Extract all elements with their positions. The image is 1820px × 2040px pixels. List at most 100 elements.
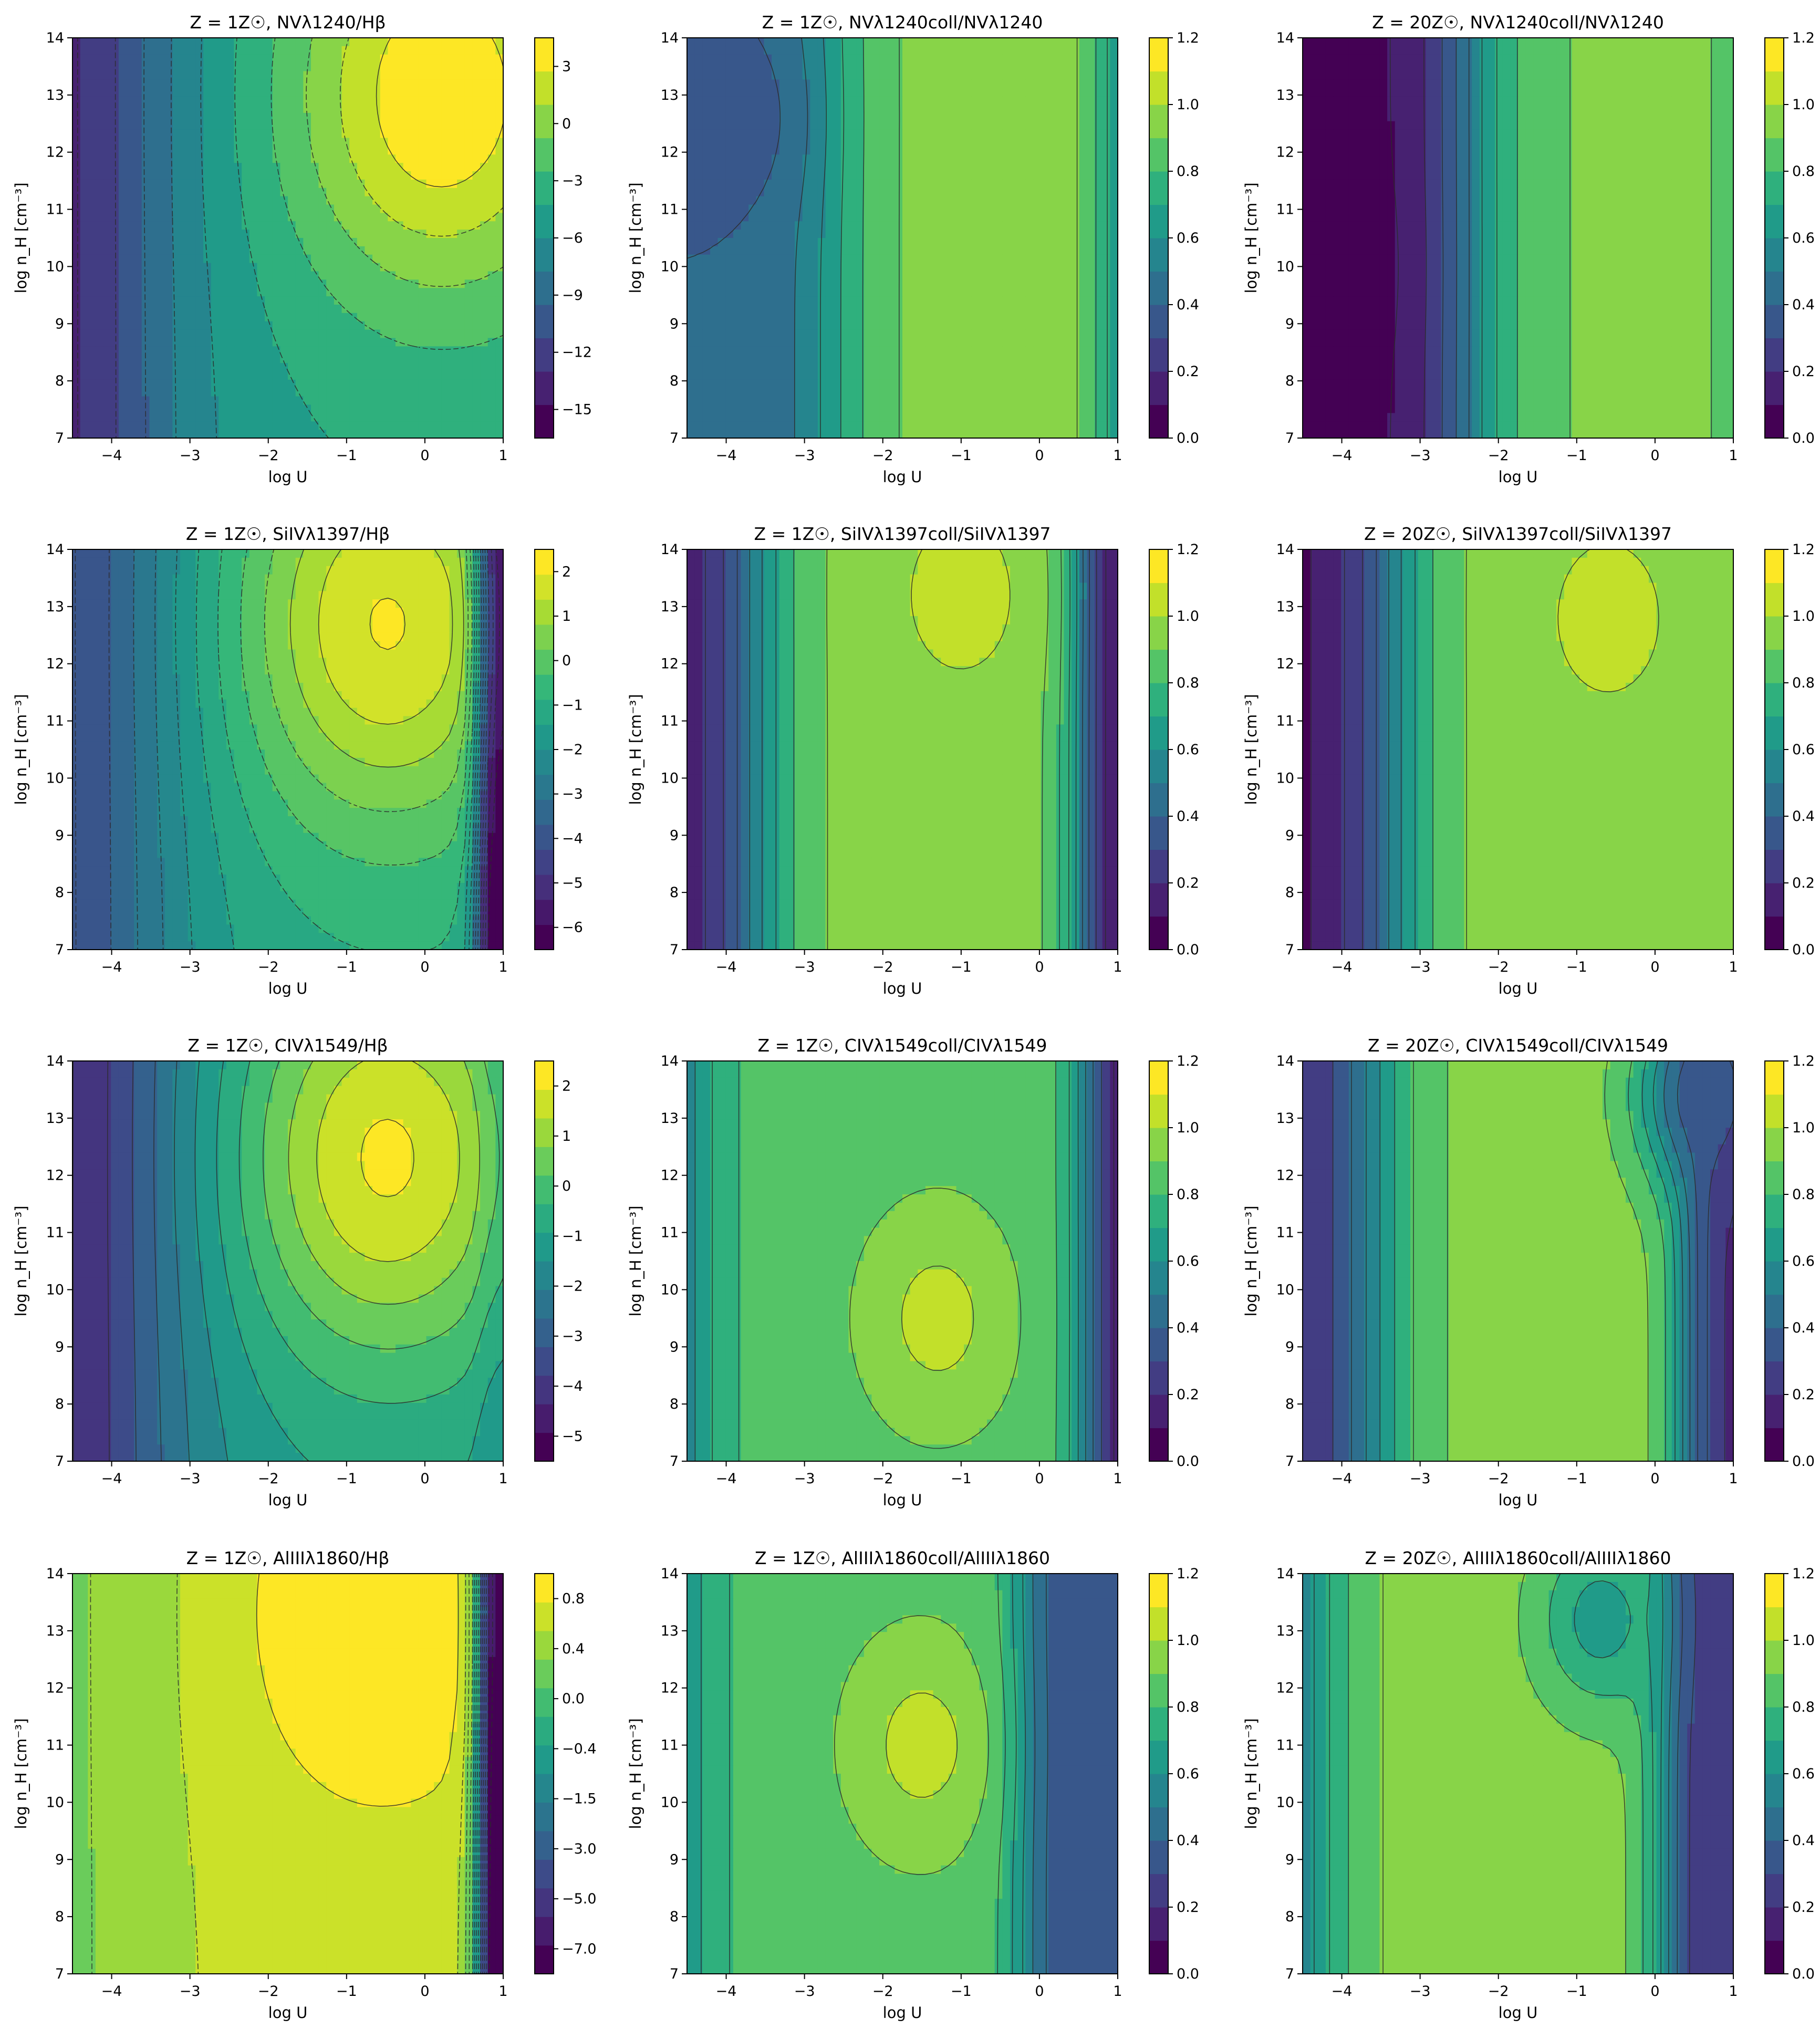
contour-cell — [141, 254, 150, 264]
contour-cell — [817, 355, 826, 363]
contour-cell — [918, 63, 926, 72]
contour-cell — [848, 54, 857, 64]
contour-cell — [249, 230, 258, 238]
contour-cell — [226, 146, 235, 155]
contour-cell — [756, 313, 765, 322]
contour-cell — [733, 188, 742, 197]
contour-cell — [472, 71, 481, 80]
contour-cell — [249, 146, 258, 155]
contour-cell — [1072, 54, 1080, 64]
contour-cell — [1033, 338, 1042, 347]
contour-cell — [326, 355, 335, 363]
contour-cell — [1087, 279, 1095, 288]
contour-cell — [234, 279, 242, 288]
contour-cell — [925, 288, 934, 297]
contour-cell — [95, 179, 104, 189]
contour-cell — [396, 129, 404, 139]
contour-cell — [733, 171, 742, 180]
contour-cell — [1079, 71, 1088, 80]
contour-cell — [1079, 96, 1088, 105]
contour-cell — [487, 138, 496, 147]
contour-cell — [864, 204, 872, 213]
contour-cell — [495, 238, 504, 247]
contour-cell — [88, 163, 96, 172]
contour-cell — [441, 279, 450, 288]
contour-cell — [188, 54, 196, 64]
contour-cell — [180, 196, 189, 205]
contour-cell — [318, 105, 327, 113]
contour-cell — [257, 413, 265, 422]
contour-cell — [219, 279, 227, 288]
contour-cell — [1048, 305, 1057, 314]
contour-cell — [487, 112, 496, 122]
contour-cell — [280, 38, 288, 47]
contour-cell — [396, 230, 404, 238]
contour-cell — [1033, 129, 1042, 139]
contour-cell — [126, 396, 134, 405]
contour-cell — [272, 288, 280, 297]
contour-cell — [418, 138, 427, 147]
contour-cell — [756, 346, 765, 355]
contour-cell — [295, 121, 304, 130]
contour-cell — [464, 313, 473, 322]
contour-cell — [971, 230, 980, 238]
contour-cell — [856, 288, 865, 297]
contour-cell — [357, 413, 366, 422]
contour-cell — [871, 346, 880, 355]
contour-cell — [295, 379, 304, 389]
contour-cell — [257, 196, 265, 205]
contour-cell — [856, 63, 865, 72]
contour-cell — [449, 163, 457, 172]
contour-cell — [964, 363, 972, 372]
contour-cell — [902, 154, 911, 163]
contour-cell — [1087, 329, 1095, 339]
contour-cell — [902, 288, 911, 297]
contour-cell — [257, 38, 265, 47]
contour-cell — [994, 254, 1003, 264]
contour-cell — [411, 204, 419, 213]
contour-cell — [487, 204, 496, 213]
contour-cell — [365, 213, 373, 222]
contour-cell — [902, 355, 911, 363]
contour-cell — [779, 171, 787, 180]
contour-cell — [172, 321, 181, 330]
contour-cell — [95, 112, 104, 122]
contour-cell — [833, 71, 841, 80]
contour-cell — [303, 138, 311, 147]
contour-cell — [1079, 321, 1088, 330]
contour-cell — [864, 96, 872, 105]
contour-cell — [1033, 196, 1042, 205]
contour-cell — [779, 238, 787, 247]
contour-cell — [464, 279, 473, 288]
contour-cell — [457, 313, 465, 322]
contour-cell — [748, 321, 757, 330]
contour-cell — [956, 121, 964, 130]
contour-cell — [1033, 213, 1042, 222]
contour-cell — [318, 88, 327, 97]
contour-cell — [310, 171, 319, 180]
contour-cell — [118, 154, 127, 163]
contour-cell — [134, 38, 142, 47]
contour-cell — [741, 313, 749, 322]
contour-cell — [318, 238, 327, 247]
contour-cell — [1002, 196, 1011, 205]
contour-cell — [1025, 138, 1034, 147]
contour-cell — [295, 305, 304, 314]
contour-cell — [1025, 204, 1034, 213]
contour-cell — [1087, 213, 1095, 222]
contour-cell — [941, 138, 949, 147]
contour-cell — [871, 230, 880, 238]
contour-cell — [441, 230, 450, 238]
contour-cell — [918, 296, 926, 305]
contour-cell — [149, 112, 158, 122]
contour-cell — [95, 154, 104, 163]
contour-cell — [1002, 121, 1011, 130]
contour-cell — [88, 396, 96, 405]
contour-cell — [756, 263, 765, 272]
contour-cell — [349, 204, 358, 213]
contour-cell — [441, 305, 450, 314]
contour-cell — [365, 79, 373, 88]
contour-cell — [303, 96, 311, 105]
contour-cell — [495, 413, 504, 422]
contour-cell — [249, 63, 258, 72]
